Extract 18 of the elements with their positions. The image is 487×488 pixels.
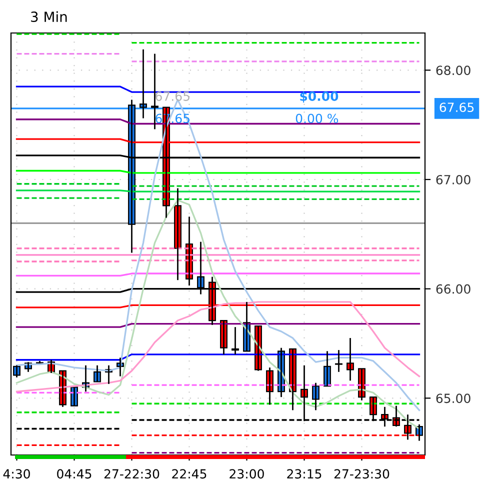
x-tick-label: 23:00 <box>230 469 264 479</box>
annotation: $0.00 <box>300 91 338 103</box>
y-tick-label: 68.00 <box>436 66 470 76</box>
annotation: 67.65 <box>156 91 190 101</box>
y-tick-label: 66.00 <box>436 284 470 294</box>
x-tick-label: 04:45 <box>57 469 92 479</box>
candlestick <box>70 386 78 406</box>
x-tick-label: 22:45 <box>172 469 206 479</box>
annotation: 0.00 % <box>296 114 338 124</box>
line-series <box>16 301 420 392</box>
chart-title: 3 Min <box>31 11 67 22</box>
y-tick-label: 65.00 <box>436 394 470 404</box>
x-tick-label: 23:15 <box>287 469 322 479</box>
ref-line-label: 67.65 <box>440 102 474 112</box>
x-tick-label: 4:30 <box>3 469 30 479</box>
x-tick-label: 27-23:30 <box>334 469 390 479</box>
y-tick-label: 67.00 <box>436 174 470 184</box>
x-tick-label: 27-22:30 <box>104 469 160 479</box>
